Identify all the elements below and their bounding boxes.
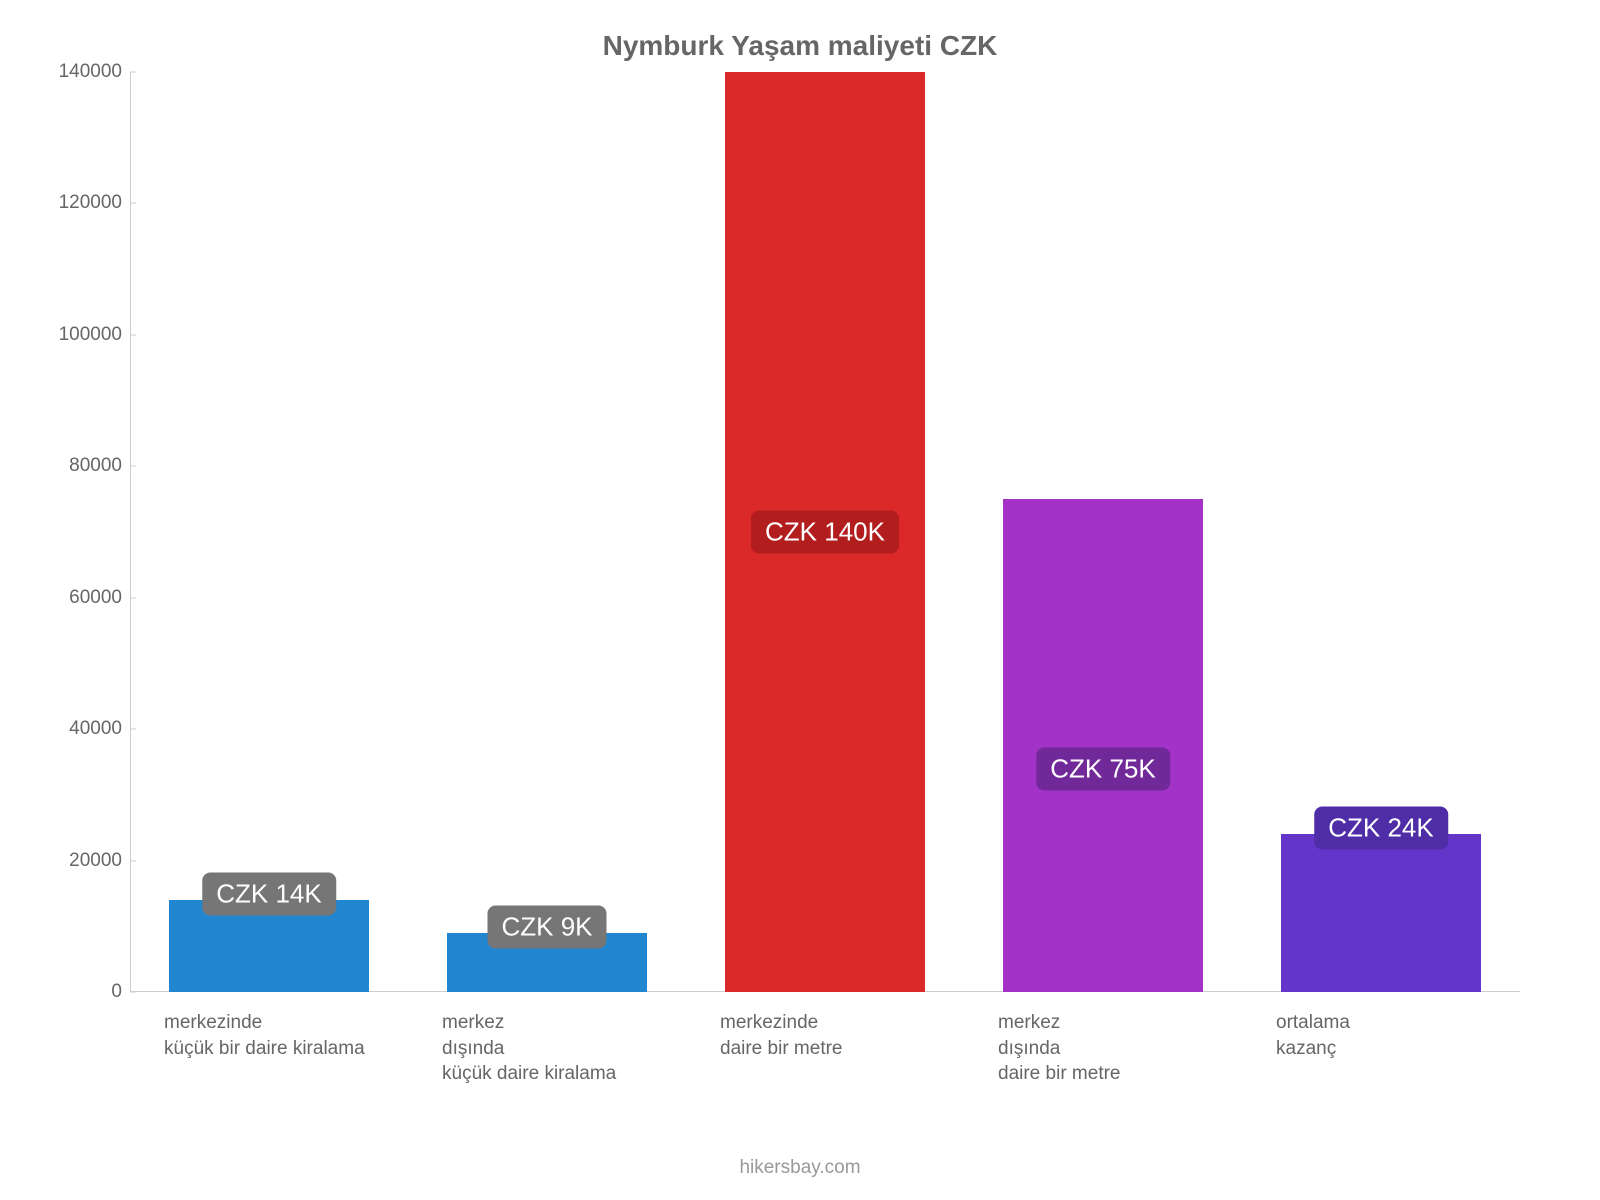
bars-group: CZK 14K CZK 9K CZK 140K CZK 75K CZK 24K [130,72,1520,992]
bar: CZK 140K [725,72,925,992]
bar-slot: CZK 75K [964,72,1242,992]
x-axis-labels: merkezinde küçük bir daire kiralamamerke… [130,1010,1520,1087]
plot-area: 020000400006000080000100000120000140000 … [130,72,1520,992]
y-axis: 020000400006000080000100000120000140000 [40,72,130,992]
bar-value-label: CZK 14K [202,873,336,916]
x-tick-label: merkez dışında küçük daire kiralama [408,1010,686,1087]
x-tick-label: merkezinde küçük bir daire kiralama [130,1010,408,1087]
bar: CZK 75K [1003,499,1203,992]
y-tick-label: 120000 [59,192,122,214]
bar: CZK 24K [1281,834,1481,992]
y-tick-label: 140000 [59,61,122,83]
bar: CZK 14K [169,900,369,992]
bar-value-label: CZK 140K [751,511,899,554]
bar-slot: CZK 24K [1242,72,1520,992]
y-tick-label: 80000 [69,455,122,477]
y-tick-label: 100000 [59,324,122,346]
bar: CZK 9K [447,933,647,992]
chart-container: Nymburk Yaşam maliyeti CZK 0200004000060… [0,0,1600,1200]
x-tick-label: merkezinde daire bir metre [686,1010,964,1087]
y-tick-label: 60000 [69,587,122,609]
x-tick-label: merkez dışında daire bir metre [964,1010,1242,1087]
y-tick-label: 0 [111,981,122,1003]
y-tick-label: 40000 [69,718,122,740]
attribution-text: hikersbay.com [40,1157,1560,1179]
chart-title: Nymburk Yaşam maliyeti CZK [40,30,1560,62]
y-tick-label: 20000 [69,850,122,872]
bar-slot: CZK 9K [408,72,686,992]
bar-value-label: CZK 75K [1036,748,1170,791]
bar-value-label: CZK 9K [487,905,606,948]
bar-value-label: CZK 24K [1314,807,1448,850]
bar-slot: CZK 14K [130,72,408,992]
bar-slot: CZK 140K [686,72,964,992]
x-tick-label: ortalama kazanç [1242,1010,1520,1087]
